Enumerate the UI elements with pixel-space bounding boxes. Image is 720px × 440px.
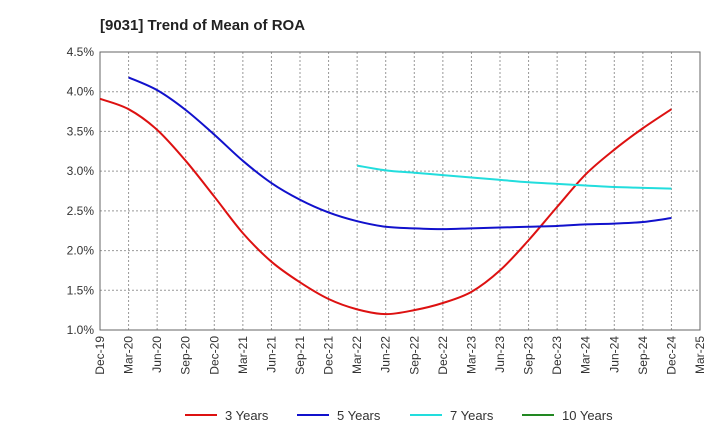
x-tick-label: Sep-23 bbox=[522, 336, 536, 375]
series-line-3-years bbox=[99, 97, 672, 316]
chart-title: [9031] Trend of Mean of ROA bbox=[100, 17, 305, 34]
x-tick-label: Jun-24 bbox=[607, 336, 621, 373]
y-axis: 1.0% 1.5% 2.0% 2.5% 3.0% 3.5% 4.0% 4.5% bbox=[67, 45, 95, 337]
x-tick-label: Jun-20 bbox=[150, 336, 164, 373]
legend-label-3-years: 3 Years bbox=[225, 408, 269, 423]
x-tick-label: Sep-24 bbox=[636, 336, 650, 375]
legend-label-10-years: 10 Years bbox=[562, 408, 613, 423]
legend: 3 Years 5 Years 7 Years 10 Years bbox=[185, 408, 613, 423]
x-tick-label: Dec-19 bbox=[93, 336, 107, 375]
series-lines bbox=[99, 76, 672, 316]
x-tick-label: Jun-22 bbox=[379, 336, 393, 373]
x-tick-label: Dec-23 bbox=[550, 336, 564, 375]
y-tick-label: 2.5% bbox=[67, 204, 95, 218]
x-tick-label: Sep-20 bbox=[179, 336, 193, 375]
x-tick-label: Jun-21 bbox=[264, 336, 278, 373]
legend-label-7-years: 7 Years bbox=[450, 408, 494, 423]
x-tick-label: Dec-24 bbox=[664, 336, 678, 375]
y-tick-label: 1.5% bbox=[67, 283, 95, 297]
x-tick-label: Dec-22 bbox=[436, 336, 450, 375]
x-tick-label: Mar-20 bbox=[122, 336, 136, 374]
x-tick-label: Dec-20 bbox=[207, 336, 221, 375]
x-axis: Dec-19 Mar-20 Jun-20 Sep-20 Dec-20 Mar-21 Jun-… bbox=[93, 336, 707, 375]
x-tick-label: Mar-23 bbox=[464, 336, 478, 374]
y-tick-label: 3.0% bbox=[67, 164, 95, 178]
grid-lines bbox=[99, 51, 701, 331]
y-tick-label: 4.0% bbox=[67, 85, 95, 99]
x-tick-label: Jun-23 bbox=[493, 336, 507, 373]
y-tick-label: 1.0% bbox=[67, 323, 95, 337]
x-tick-label: Sep-22 bbox=[407, 336, 421, 375]
plot-frame bbox=[99, 51, 701, 331]
y-tick-label: 4.5% bbox=[67, 45, 95, 59]
y-tick-label: 2.0% bbox=[67, 244, 95, 258]
x-tick-label: Sep-21 bbox=[293, 336, 307, 375]
x-tick-label: Mar-22 bbox=[350, 336, 364, 374]
x-tick-label: Mar-24 bbox=[579, 336, 593, 374]
x-tick-label: Dec-21 bbox=[322, 336, 336, 375]
series-line-5-years bbox=[128, 76, 672, 231]
legend-label-5-years: 5 Years bbox=[337, 408, 381, 423]
series-line-7-years bbox=[356, 164, 672, 190]
x-tick-label: Mar-21 bbox=[236, 336, 250, 374]
y-tick-label: 3.5% bbox=[67, 124, 95, 138]
x-tick-label: Mar-25 bbox=[693, 336, 707, 374]
